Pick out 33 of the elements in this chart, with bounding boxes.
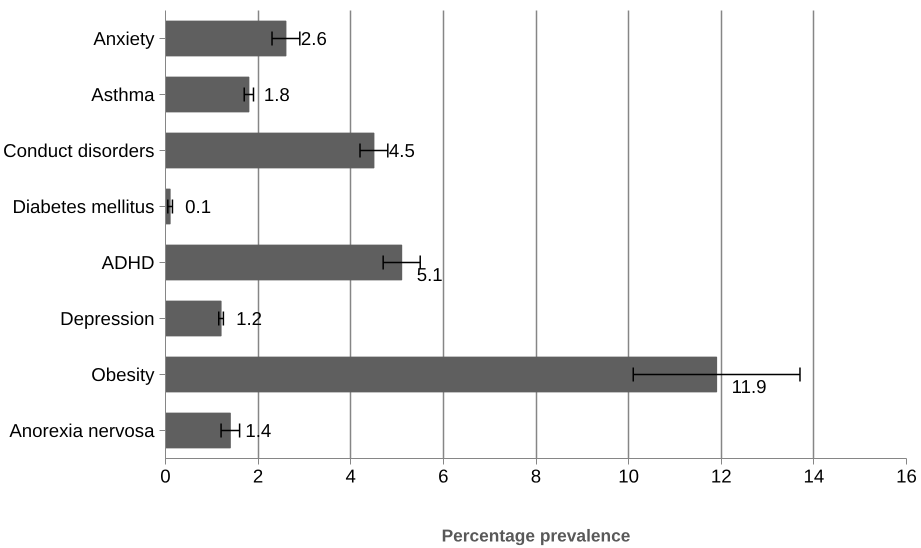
y-tick-label: Depression (60, 308, 155, 329)
data-label: 5.1 (416, 264, 443, 285)
x-tick-label: 8 (530, 466, 542, 486)
bar (166, 132, 374, 168)
x-tick-label: 4 (346, 466, 356, 486)
x-tick-label: 16 (896, 466, 917, 486)
x-tick-label: 2 (252, 466, 264, 486)
x-axis-title: Percentage prevalence (442, 526, 631, 546)
y-tick-label: Diabetes mellitus (12, 196, 155, 217)
data-label: 11.9 (732, 376, 767, 397)
data-label: 0.1 (185, 196, 212, 217)
data-label: 4.5 (388, 140, 415, 161)
bar (166, 356, 718, 392)
y-tick-label: Conduct disorders (3, 140, 155, 161)
bar (166, 300, 222, 336)
x-tick-label: 14 (804, 466, 824, 486)
y-tick-label: Asthma (91, 84, 156, 105)
x-tick-label: 0 (160, 466, 171, 486)
y-tick-label: Anorexia nervosa (9, 420, 156, 441)
bar (166, 244, 402, 280)
data-label: 1.8 (264, 84, 290, 105)
x-tick-label: 10 (618, 466, 640, 486)
x-tick-label: 12 (710, 466, 732, 486)
bar (166, 20, 286, 56)
data-label: 1.4 (245, 420, 272, 441)
y-tick-label: Obesity (91, 364, 156, 385)
x-tick-label: 6 (438, 466, 449, 486)
bar (166, 76, 250, 112)
y-tick-label: Anxiety (93, 28, 156, 49)
data-label: 2.6 (300, 28, 327, 49)
data-label: 1.2 (236, 308, 262, 329)
bar (166, 412, 231, 448)
y-tick-label: ADHD (102, 252, 155, 273)
